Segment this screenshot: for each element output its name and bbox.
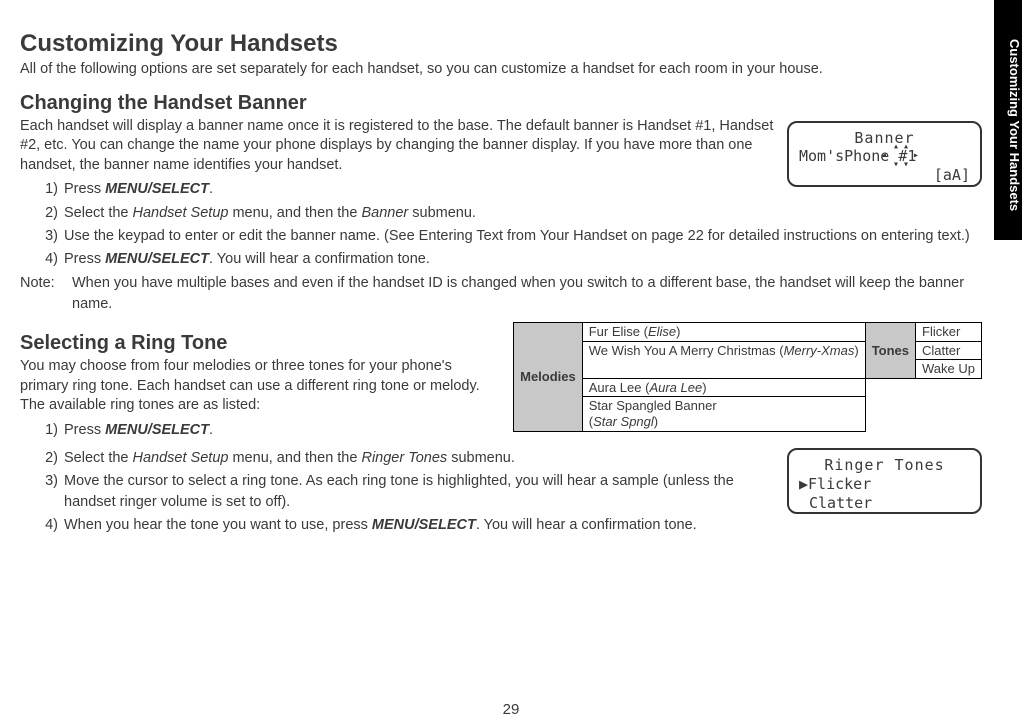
section-body-ringtone: You may choose from four melodies or thr… — [20, 357, 503, 416]
section-heading-ringtone: Selecting a Ring Tone — [20, 332, 503, 355]
lcd-banner-display: Banner Mom'sPhone #1 ▴ ▴ ▾ ▾ ◂ ▸ [aA] — [787, 121, 982, 187]
caret-left-icon: ◂ — [881, 150, 887, 163]
page-title: Customizing Your Handsets — [20, 30, 982, 58]
list-item: Select the Handset Setup menu, and then … — [62, 203, 982, 223]
caret-up-icon: ▴ — [903, 141, 909, 154]
page-number: 29 — [0, 701, 1022, 718]
caret-down-icon: ▾ — [903, 159, 909, 172]
note-label: Note: — [20, 273, 72, 314]
caret-right-icon: ▸ — [913, 150, 919, 163]
caret-down-icon: ▾ — [893, 159, 899, 172]
lcd-line-3: [aA] — [799, 166, 970, 185]
list-item: Press MENU/SELECT. — [62, 420, 503, 440]
lcd-line-3: Clatter — [799, 494, 970, 513]
list-item: When you hear the tone you want to use, … — [62, 515, 982, 535]
section-heading-banner: Changing the Handset Banner — [20, 92, 982, 115]
lcd-line-2: Mom'sPhone #1 ▴ ▴ ▾ ▾ ◂ ▸ — [799, 147, 970, 166]
pointer-icon: ▶ — [799, 475, 808, 493]
note-text: When you have multiple bases and even if… — [72, 273, 982, 314]
lcd-line-2: ▶Flicker — [799, 475, 970, 494]
banner-steps-list: Press MENU/SELECT.Select the Handset Set… — [20, 179, 982, 269]
list-item: Press MENU/SELECT. You will hear a confi… — [62, 249, 982, 269]
caret-up-icon: ▴ — [893, 141, 899, 154]
manual-page: Customizing Your Handsets Customizing Yo… — [0, 0, 1022, 722]
lcd-line-1: Ringer Tones — [799, 456, 970, 475]
lcd-ringer-display: Ringer Tones ▶Flicker Clatter — [787, 448, 982, 514]
ringtone-table: MelodiesFur Elise (Elise)TonesFlickerWe … — [513, 322, 982, 432]
note-row: Note: When you have multiple bases and e… — [20, 273, 982, 314]
lcd-selected-tone: Flicker — [808, 475, 871, 493]
ringtone-table-wrap: MelodiesFur Elise (Elise)TonesFlickerWe … — [513, 320, 982, 432]
section-body-banner: Each handset will display a banner name … — [20, 117, 790, 176]
intro-paragraph: All of the following options are set sep… — [20, 60, 982, 80]
ringtone-step1-list: Press MENU/SELECT. — [20, 420, 503, 440]
lcd-line-1: Banner — [799, 129, 970, 148]
section-tab: Customizing Your Handsets — [994, 0, 1022, 240]
list-item: Use the keypad to enter or edit the bann… — [62, 226, 982, 246]
